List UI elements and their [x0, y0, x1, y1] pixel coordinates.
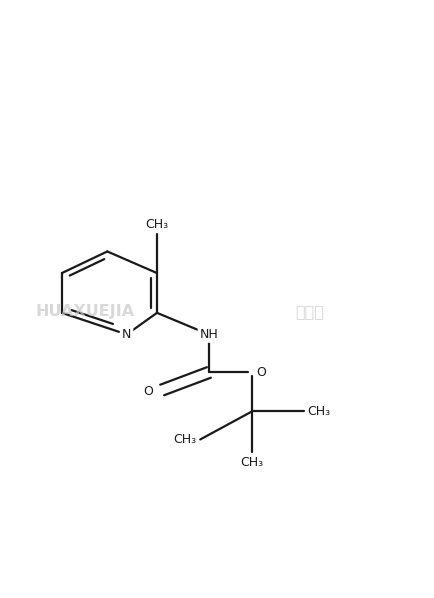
Text: HUAXUEJIA: HUAXUEJIA	[36, 304, 135, 319]
Text: N: N	[122, 328, 131, 341]
Text: O: O	[256, 366, 266, 379]
Text: 化学加: 化学加	[295, 304, 323, 319]
Text: O: O	[142, 386, 152, 398]
Text: CH₃: CH₃	[145, 218, 168, 231]
Text: CH₃: CH₃	[240, 456, 263, 469]
Text: CH₃: CH₃	[173, 433, 196, 446]
Text: NH: NH	[199, 328, 218, 341]
Text: CH₃: CH₃	[307, 405, 330, 418]
